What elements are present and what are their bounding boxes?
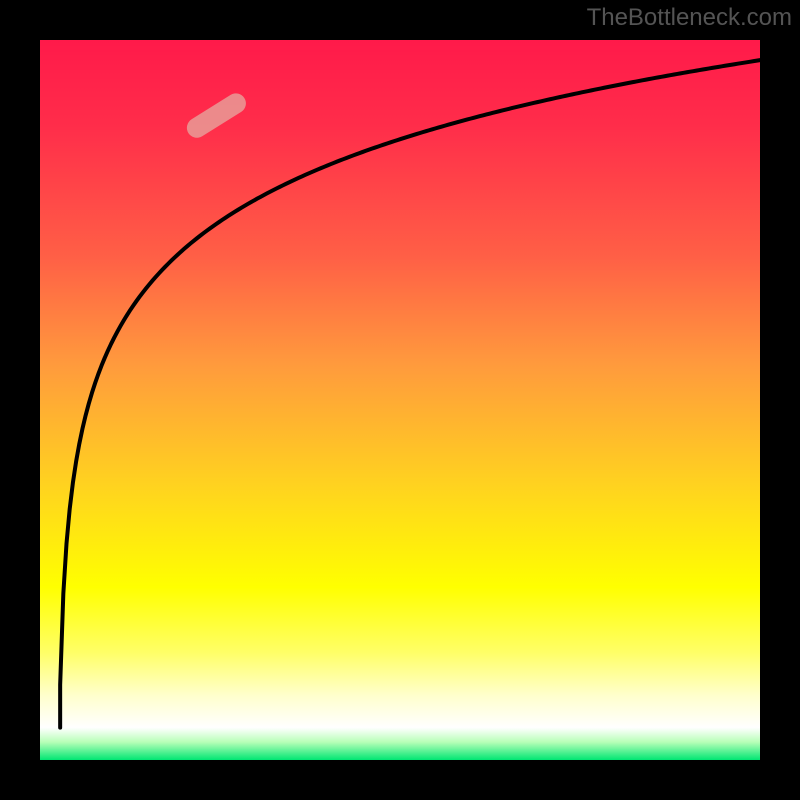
chart-svg xyxy=(0,0,800,800)
chart-background xyxy=(40,40,760,760)
chart-root: TheBottleneck.com xyxy=(0,0,800,800)
watermark-text: TheBottleneck.com xyxy=(587,4,792,32)
